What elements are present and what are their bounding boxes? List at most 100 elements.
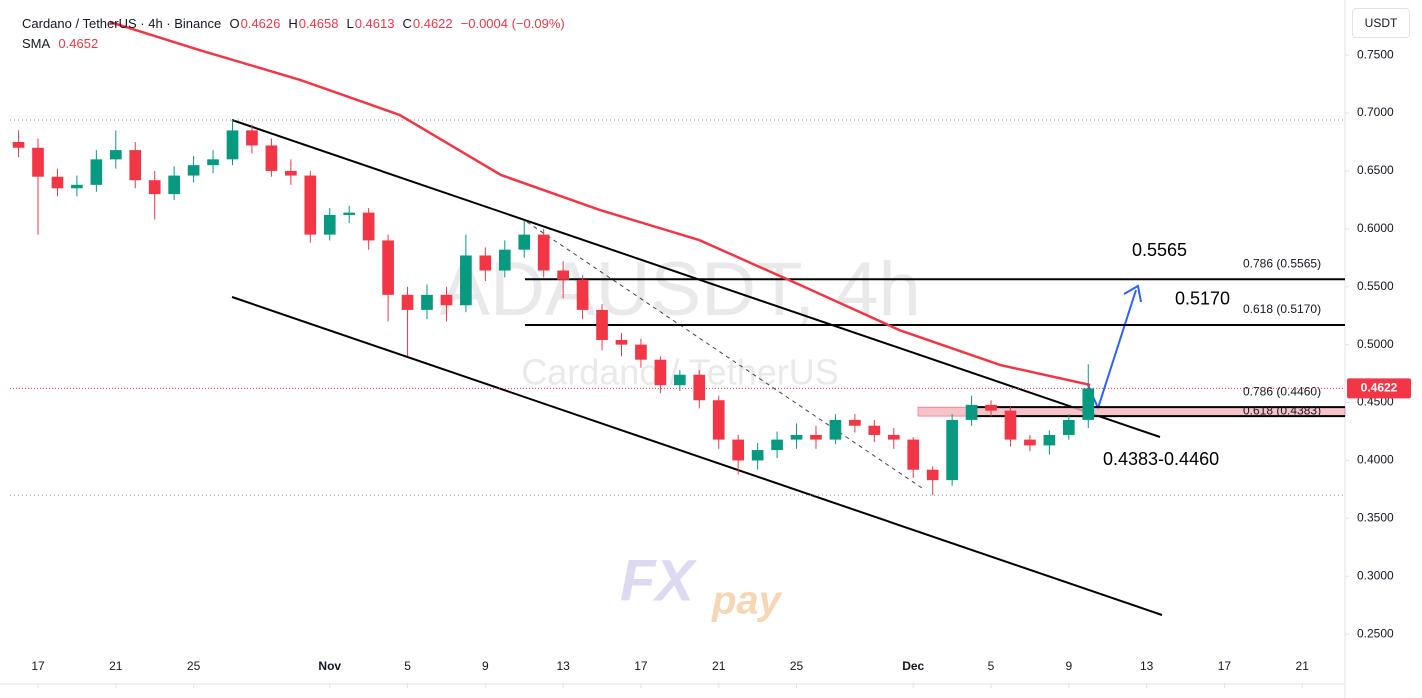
currency-button[interactable]: USDT — [1352, 8, 1410, 38]
y-tick-label: 0.7500 — [1357, 47, 1394, 61]
candle-body — [829, 419, 842, 440]
fib-label: 0.618 (0.5170) — [1243, 302, 1321, 316]
x-tick-label: Dec — [902, 659, 924, 673]
candle-body — [304, 175, 317, 235]
y-tick-label: 0.5500 — [1357, 279, 1394, 293]
candle-body — [712, 400, 725, 440]
candle-body — [382, 240, 394, 295]
candle-body — [673, 374, 686, 386]
x-tick-label: 21 — [1296, 659, 1310, 673]
price-tag-label: 0.4622 — [1361, 381, 1398, 395]
x-tick-label: 25 — [187, 659, 201, 673]
candle-body — [790, 434, 803, 440]
candle-body — [615, 340, 628, 345]
fib-target: 0.5565 — [1132, 240, 1187, 260]
watermark: ADAUSDT, 4h — [439, 247, 921, 332]
candle-body — [1043, 434, 1056, 446]
x-tick-label: 21 — [109, 659, 123, 673]
candle-body — [12, 141, 25, 148]
candle-body — [421, 294, 433, 310]
label: O — [229, 16, 240, 31]
candle-body — [265, 145, 278, 171]
candle-body — [187, 165, 200, 176]
x-tick-label: 5 — [404, 659, 411, 673]
x-tick-label: 21 — [712, 659, 726, 673]
sma-line — [109, 20, 1091, 387]
value: 0.4626 — [240, 16, 281, 31]
x-tick-label: 13 — [1140, 659, 1154, 673]
candle-body — [285, 170, 297, 176]
candle-body — [537, 234, 550, 271]
x-tick-label: Nov — [318, 659, 341, 673]
candle-body — [401, 294, 414, 310]
sma-value: 0.4652 — [58, 36, 99, 51]
fib-label: 0.786 (0.5565) — [1243, 256, 1321, 270]
label: L — [346, 16, 354, 31]
candle-body — [1062, 419, 1075, 435]
fib-label: 0.618 (0.4383) — [1243, 403, 1321, 417]
value: 0.4613 — [354, 16, 395, 31]
candle-body — [207, 159, 219, 166]
x-tick-label: 17 — [1218, 659, 1232, 673]
candle-body — [460, 255, 472, 306]
candle-body — [887, 434, 900, 440]
y-tick-label: 0.3500 — [1357, 511, 1394, 525]
candle-body — [168, 175, 180, 195]
candle-body — [654, 359, 667, 386]
candle-body — [596, 309, 608, 341]
candle-body — [32, 147, 44, 177]
candle-body — [1024, 439, 1036, 446]
candle-body — [849, 419, 861, 426]
candle-body — [732, 439, 745, 461]
candle-body — [362, 212, 375, 241]
x-tick-label: 17 — [31, 659, 45, 673]
x-tick-label: 17 — [634, 659, 648, 673]
candle-body — [343, 212, 356, 215]
candle-body — [518, 234, 531, 250]
legend-header: Cardano / TetherUS · 4h · Binance O0.462… — [22, 14, 573, 54]
candle-body — [926, 469, 939, 481]
symbol: Cardano / TetherUS · 4h · Binance — [22, 16, 222, 31]
candle-body — [693, 374, 706, 401]
change: −0.0004 (−0.09%) — [460, 16, 565, 31]
value: 0.4622 — [412, 16, 453, 31]
logo-fx: FX — [620, 548, 697, 613]
candle-body — [109, 150, 122, 160]
price-tag — [1347, 378, 1411, 399]
candle-body — [1004, 410, 1017, 440]
candle-body — [965, 404, 978, 420]
candle-body — [226, 130, 239, 160]
candle-body — [90, 159, 103, 185]
fib-target: 0.5170 — [1175, 289, 1230, 309]
x-tick-label: 13 — [556, 659, 570, 673]
y-tick-label: 0.2500 — [1357, 626, 1394, 640]
trend-line — [231, 296, 1163, 616]
sma-label: SMA — [22, 36, 51, 51]
zone-label: 0.4383-0.4460 — [1103, 449, 1219, 469]
candle-body — [498, 249, 511, 271]
y-tick-label: 0.3000 — [1357, 568, 1394, 582]
y-tick-label: 0.6500 — [1357, 163, 1394, 177]
y-tick-label: 0.5000 — [1357, 337, 1394, 351]
logo-pay: pay — [711, 579, 783, 623]
x-tick-label: 9 — [482, 659, 489, 673]
candle-body — [868, 425, 881, 435]
candle-body — [148, 180, 161, 195]
candle-body — [71, 184, 83, 189]
y-tick-label: 0.7000 — [1357, 105, 1394, 119]
x-tick-label: 5 — [988, 659, 995, 673]
x-tick-label: 25 — [790, 659, 804, 673]
candle-body — [810, 434, 822, 440]
x-tick-label: 9 — [1065, 659, 1072, 673]
candle-body — [246, 130, 258, 146]
projection-arrow — [1087, 289, 1137, 411]
label: C — [402, 16, 412, 31]
y-tick-label: 0.4000 — [1357, 453, 1394, 467]
candle-body — [1082, 388, 1095, 420]
candle-body — [557, 270, 569, 280]
candle-body — [635, 344, 647, 360]
candle-body — [440, 294, 453, 306]
candle-body — [946, 419, 958, 481]
